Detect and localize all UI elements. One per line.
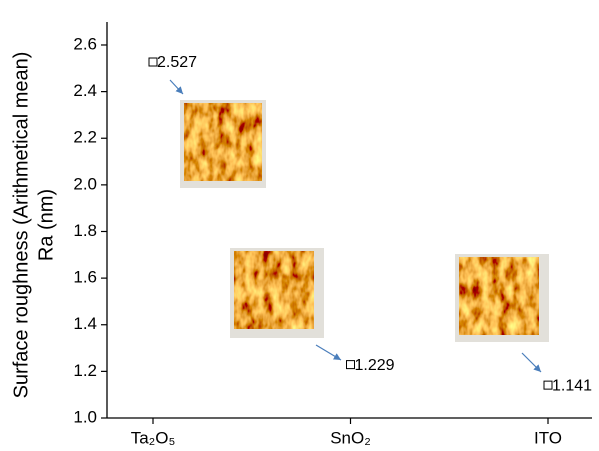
x-tick-label: Ta₂O₅ <box>131 428 176 447</box>
y-tick-label: 2.4 <box>73 81 97 100</box>
chart: Surface roughness (Arithmetical mean) Ra… <box>0 0 599 451</box>
y-axis-title-line: Ra (nm) <box>35 189 57 261</box>
y-tick-label: 1.0 <box>73 407 97 426</box>
y-tick-label: 2.0 <box>73 174 97 193</box>
y-tick-label: 1.2 <box>73 361 97 380</box>
y-axis-title: Surface roughness (Arithmetical mean) Ra… <box>10 52 57 399</box>
data-label: 2.527 <box>157 54 197 71</box>
y-tick-label: 2.6 <box>73 34 97 53</box>
data-label: 1.141 <box>552 377 592 394</box>
y-tick-label: 1.4 <box>73 314 97 333</box>
y-tick-label: 1.8 <box>73 221 97 240</box>
x-tick-label: SnO₂ <box>330 428 371 447</box>
point <box>544 381 552 389</box>
y-tick-label: 2.2 <box>73 128 97 147</box>
point <box>347 361 355 369</box>
data-label: 1.229 <box>355 357 395 374</box>
point <box>149 58 157 66</box>
inset-images <box>170 80 549 372</box>
y-tick-label: 1.6 <box>73 268 97 287</box>
y-axis-title-line: Surface roughness (Arithmetical mean) <box>10 52 32 399</box>
x-tick-label: ITO <box>534 428 562 447</box>
